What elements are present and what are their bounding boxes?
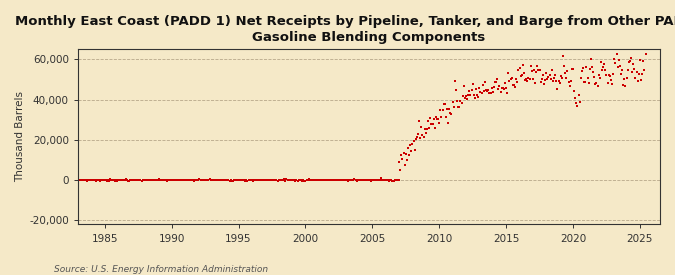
Y-axis label: Thousand Barrels: Thousand Barrels xyxy=(15,91,25,182)
Title: Monthly East Coast (PADD 1) Net Receipts by Pipeline, Tanker, and Barge from Oth: Monthly East Coast (PADD 1) Net Receipts… xyxy=(15,15,675,44)
Text: Source: U.S. Energy Information Administration: Source: U.S. Energy Information Administ… xyxy=(54,265,268,274)
